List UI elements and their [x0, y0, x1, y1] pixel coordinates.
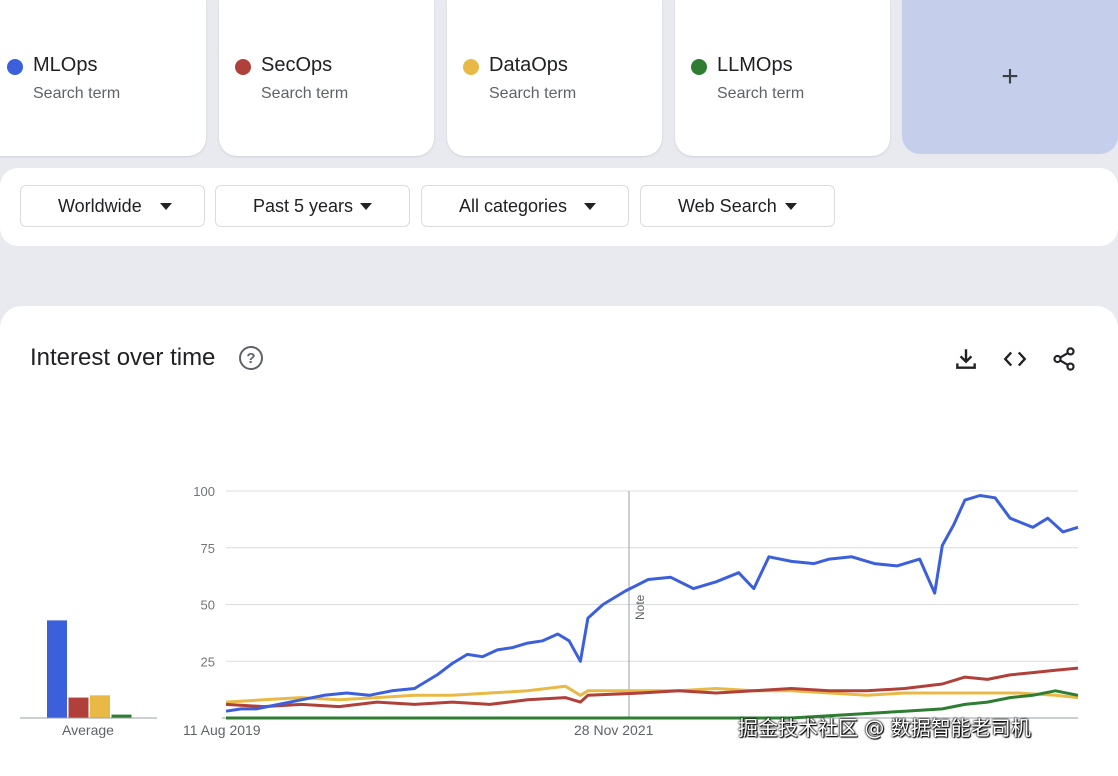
panel-title: Interest over time — [30, 344, 216, 371]
plus-icon: + — [1001, 60, 1019, 93]
caret-down-icon — [360, 203, 372, 210]
watermark-text: 掘金技术社区 @ 数据智能老司机 — [738, 716, 1031, 740]
interest-over-time-panel: Interest over time ? — [0, 306, 1118, 776]
dataops-color-dot — [463, 59, 479, 75]
search-type-value: Web Search — [678, 195, 777, 216]
time-range-dropdown[interactable]: Past 5 years — [215, 185, 410, 227]
search-type-dropdown[interactable]: Web Search — [640, 185, 835, 227]
term-type-label: Search term — [717, 85, 805, 102]
time-range-value: Past 5 years — [253, 195, 354, 216]
help-icon[interactable]: ? — [239, 346, 263, 370]
term-card-llmops[interactable]: LLMOps Search term — [675, 0, 890, 156]
category-value: All categories — [459, 195, 568, 216]
mlops-color-dot — [7, 59, 23, 75]
term-name: MLOps — [33, 54, 98, 76]
caret-down-icon — [785, 203, 797, 210]
term-name: SecOps — [261, 54, 333, 76]
llmops-color-dot — [691, 59, 707, 75]
term-card-dataops[interactable]: DataOps Search term — [447, 0, 662, 156]
add-term-button[interactable]: + — [902, 0, 1118, 154]
caret-down-icon — [584, 203, 596, 210]
caret-down-icon — [160, 203, 172, 210]
download-icon[interactable] — [953, 346, 979, 372]
category-dropdown[interactable]: All categories — [421, 185, 629, 227]
term-type-label: Search term — [33, 85, 121, 102]
term-name: LLMOps — [717, 54, 793, 76]
filter-bar: Worldwide Past 5 years All categories We… — [0, 168, 1118, 246]
term-type-label: Search term — [261, 85, 349, 102]
term-name: DataOps — [489, 54, 568, 76]
region-dropdown[interactable]: Worldwide — [20, 185, 205, 227]
term-type-label: Search term — [489, 85, 577, 102]
embed-code-icon[interactable] — [1002, 346, 1028, 372]
secops-color-dot — [235, 59, 251, 75]
region-value: Worldwide — [58, 195, 142, 216]
term-card-secops[interactable]: SecOps Search term — [219, 0, 434, 156]
share-icon[interactable] — [1051, 346, 1077, 372]
term-card-mlops[interactable]: MLOps Search term — [0, 0, 206, 156]
